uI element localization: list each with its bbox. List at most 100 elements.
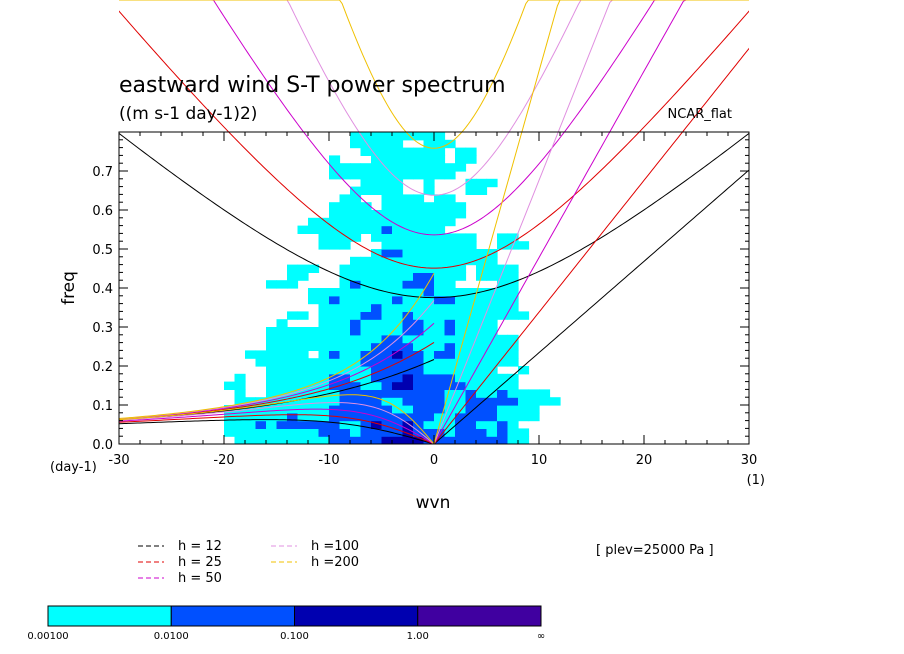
- heatmap-cell: [329, 311, 341, 320]
- heatmap-cell: [276, 405, 288, 414]
- heatmap-cell: [392, 405, 404, 414]
- heatmap-cell: [371, 295, 383, 305]
- heatmap-cell: [444, 249, 456, 258]
- heatmap-cell: [507, 342, 519, 351]
- legend-label: h =100: [311, 539, 359, 554]
- heatmap-cell: [329, 171, 341, 180]
- heatmap-cell: [497, 272, 509, 281]
- chart-units: ((m s-1 day-1)2): [119, 104, 257, 124]
- heatmap-cell: [276, 436, 288, 444]
- heatmap-cell: [497, 264, 509, 273]
- heatmap-cell: [455, 233, 467, 242]
- heatmap-cell: [381, 319, 393, 328]
- heatmap-cell: [339, 264, 351, 273]
- x-tick-label: -30: [108, 453, 129, 468]
- heatmap-cell: [266, 436, 278, 444]
- heatmap-cell: [465, 241, 477, 250]
- heatmap-cell: [434, 303, 446, 312]
- heatmap-cell: [287, 342, 299, 351]
- heatmap-cell: [497, 280, 509, 289]
- heatmap-cell: [392, 155, 404, 164]
- dispersion-curve: [433, 0, 749, 444]
- heatmap-cell: [434, 264, 446, 273]
- heatmap-cell: [287, 381, 299, 390]
- heatmap-cell: [339, 319, 351, 328]
- heatmap-cell: [339, 311, 351, 320]
- heatmap-cell: [329, 327, 341, 336]
- heatmap-cell: [360, 373, 372, 383]
- heatmap-cell: [455, 428, 467, 437]
- dispersion-curve: [119, 419, 435, 444]
- heatmap-cell: [392, 132, 404, 141]
- heatmap-cell: [486, 381, 498, 390]
- heatmap-cell: [350, 350, 362, 359]
- heatmap-cell: [381, 155, 393, 164]
- heatmap-cell: [318, 412, 330, 422]
- heatmap-cell: [308, 436, 320, 444]
- heatmap-cell: [486, 288, 498, 297]
- heatmap-cell: [392, 178, 404, 188]
- heatmap-cell: [423, 288, 435, 297]
- heatmap-cell: [339, 334, 351, 344]
- heatmap-cell: [486, 264, 498, 273]
- heatmap-cell: [507, 303, 519, 312]
- heatmap-cell: [245, 412, 257, 422]
- heatmap-cell: [350, 210, 362, 219]
- heatmap-cell: [381, 295, 393, 305]
- heatmap-cell: [329, 163, 341, 172]
- heatmap-cell: [486, 327, 498, 336]
- dispersion-curve: [119, 408, 435, 444]
- heatmap-cell: [507, 428, 519, 437]
- heatmap-cell: [476, 334, 488, 344]
- heatmap-cell: [444, 334, 456, 344]
- heatmap-cell: [444, 202, 456, 211]
- heatmap-cell: [455, 163, 467, 172]
- heatmap-cell: [360, 178, 372, 188]
- heatmap-cell: [339, 389, 351, 398]
- heatmap-cell: [381, 327, 393, 336]
- heatmap-cell: [255, 436, 267, 444]
- heatmap-cell: [350, 171, 362, 180]
- heatmap-cell: [413, 373, 425, 383]
- heatmap-cell: [329, 342, 341, 351]
- heatmap-cell: [455, 381, 467, 390]
- heatmap-cell: [318, 397, 330, 406]
- heatmap-cell: [455, 311, 467, 320]
- heatmap-cell: [413, 233, 425, 242]
- dispersion-curve: [433, 0, 749, 444]
- heatmap-cell: [528, 389, 540, 398]
- heatmap-cell: [486, 342, 498, 351]
- heatmap-cell: [381, 405, 393, 414]
- heatmap-cell: [423, 350, 435, 359]
- heatmap-cell: [497, 288, 509, 297]
- heatmap-cell: [381, 436, 393, 444]
- heatmap-cell: [381, 381, 393, 390]
- heatmap-cell: [350, 233, 362, 242]
- x-tick-label: -20: [213, 453, 234, 468]
- heatmap-cell: [371, 311, 383, 320]
- colorbar-swatch: [417, 605, 542, 627]
- dispersion-curve: [119, 300, 435, 420]
- heatmap-cell: [360, 420, 372, 429]
- heatmap-cell: [287, 334, 299, 344]
- heatmap-cell: [339, 241, 351, 250]
- heatmap-cell: [392, 171, 404, 180]
- heatmap-cell: [360, 397, 372, 406]
- heatmap-cell: [360, 295, 372, 305]
- heatmap-cell: [423, 428, 435, 437]
- heatmap-cell: [507, 233, 519, 242]
- heatmap-cell: [507, 373, 519, 383]
- heatmap-cell: [423, 155, 435, 164]
- heatmap-cell: [318, 358, 330, 367]
- heatmap-cell: [444, 389, 456, 398]
- heatmap-cell: [465, 350, 477, 359]
- heatmap-cell: [444, 436, 456, 444]
- heatmap-cell: [444, 194, 456, 203]
- heatmap-cell: [402, 350, 414, 359]
- heatmap-cell: [224, 381, 236, 390]
- heatmap-cell: [381, 358, 393, 367]
- dispersion-curve: [433, 47, 749, 444]
- heatmap-cell: [402, 342, 414, 351]
- heatmap-cell: [476, 295, 488, 305]
